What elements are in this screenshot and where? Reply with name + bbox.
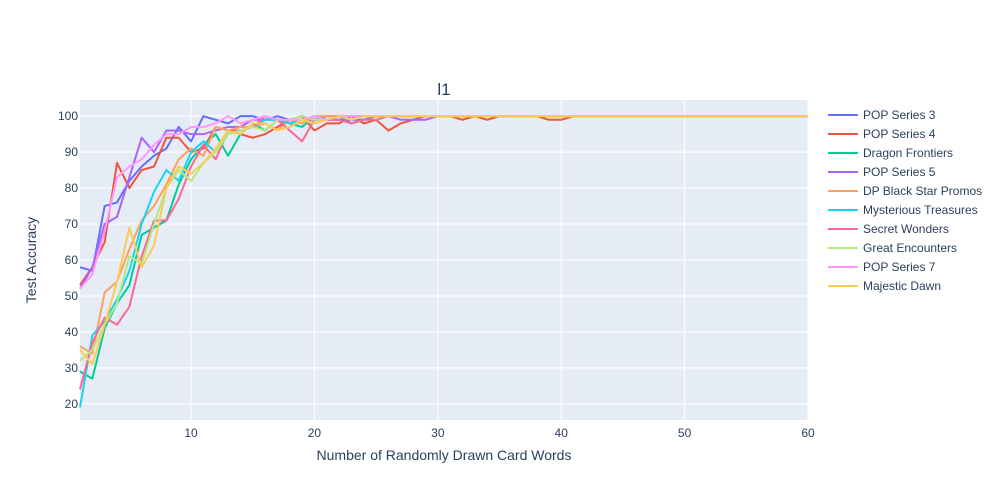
legend-label: Great Encounters: [863, 241, 957, 255]
legend-label: POP Series 3: [863, 108, 936, 122]
x-tick-label: 10: [184, 426, 198, 440]
y-axis-title: Test Accuracy: [23, 217, 39, 303]
y-tick-label: 20: [65, 397, 79, 411]
legend-label: Mysterious Treasures: [863, 203, 978, 217]
y-tick-labels: 20 30 40 50 60 70 80 90 100: [58, 109, 78, 411]
legend-item[interactable]: POP Series 4: [828, 127, 936, 141]
legend-label: POP Series 7: [863, 260, 936, 274]
legend-label: POP Series 4: [863, 127, 936, 141]
legend-item[interactable]: Great Encounters: [828, 241, 957, 255]
y-tick-label: 60: [65, 253, 79, 267]
chart-title: l1: [437, 80, 450, 99]
legend-label: Dragon Frontiers: [863, 146, 953, 160]
legend-label: Secret Wonders: [863, 222, 949, 236]
x-tick-label: 30: [431, 426, 445, 440]
legend-item[interactable]: Mysterious Treasures: [828, 203, 978, 217]
legend-item[interactable]: POP Series 7: [828, 260, 936, 274]
legend-label: POP Series 5: [863, 165, 936, 179]
y-tick-label: 70: [65, 217, 79, 231]
y-tick-label: 80: [65, 181, 79, 195]
y-tick-label: 40: [65, 325, 79, 339]
legend-item[interactable]: Dragon Frontiers: [828, 146, 953, 160]
legend-label: Majestic Dawn: [863, 279, 941, 293]
legend-item[interactable]: Majestic Dawn: [828, 279, 941, 293]
series-line-majestic-dawn: [79, 115, 808, 366]
legend[interactable]: POP Series 3 POP Series 4 Dragon Frontiers…: [828, 108, 982, 293]
series-lines: [79, 115, 808, 408]
x-tick-label: 50: [678, 426, 692, 440]
x-tick-label: 20: [308, 426, 322, 440]
legend-item[interactable]: POP Series 5: [828, 165, 936, 179]
x-tick-labels: 10 20 30 40 50 60: [184, 426, 815, 440]
x-tick-label: 40: [555, 426, 569, 440]
x-axis-title: Number of Randomly Drawn Card Words: [317, 447, 572, 463]
x-tick-label: 60: [801, 426, 815, 440]
y-tick-label: 30: [65, 361, 79, 375]
legend-label: DP Black Star Promos: [863, 184, 982, 198]
legend-item[interactable]: POP Series 3: [828, 108, 936, 122]
legend-item[interactable]: DP Black Star Promos: [828, 184, 982, 198]
legend-item[interactable]: Secret Wonders: [828, 222, 949, 236]
y-tick-label: 100: [58, 109, 78, 123]
y-tick-label: 50: [65, 289, 79, 303]
y-tick-label: 90: [65, 145, 79, 159]
